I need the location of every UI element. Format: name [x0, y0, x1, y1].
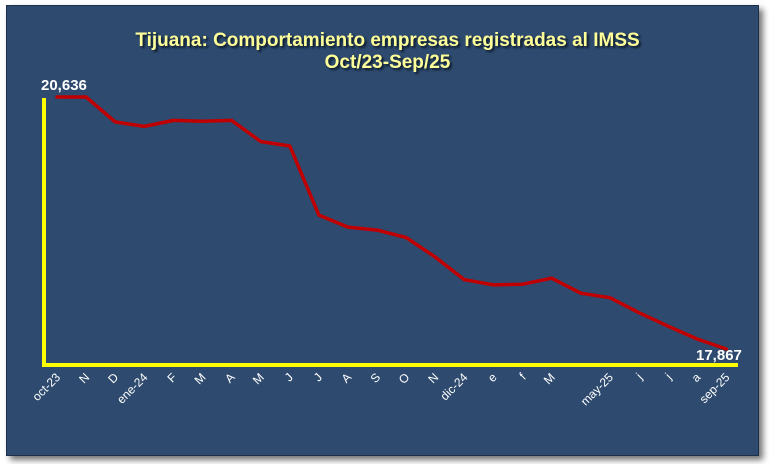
x-tick-label: e — [485, 370, 500, 385]
x-tick-label: sep-25 — [697, 370, 733, 406]
x-tick-label: N — [76, 370, 92, 386]
series-layer — [55, 95, 729, 351]
x-tick-label: M — [541, 370, 558, 387]
x-tick-label: may-25 — [578, 370, 616, 408]
series-line — [55, 95, 729, 351]
x-tick-label: M — [250, 370, 267, 387]
x-tick-label: J — [311, 370, 325, 384]
x-tick-label: A — [339, 370, 355, 386]
chart-title: Tijuana: Comportamiento empresas registr… — [0, 30, 769, 74]
x-tick-label: oct-23 — [30, 370, 64, 404]
x-tick-label: dic-24 — [438, 370, 471, 403]
chart-title-line-1: Tijuana: Comportamiento empresas registr… — [135, 30, 640, 51]
x-tick-label: S — [368, 370, 384, 386]
x-tick-label: A — [222, 370, 238, 386]
x-tick-label: f — [516, 370, 529, 383]
chart-title-line-2: Oct/23-Sep/25 — [324, 52, 451, 73]
x-tick-label: O — [396, 370, 413, 387]
data-label-first: 20,636 — [41, 77, 87, 94]
data-label-last: 17,867 — [696, 347, 742, 364]
x-tick-label: ene-24 — [114, 370, 151, 407]
x-tick-label: j — [662, 370, 674, 382]
data-labels: 20,636 17,867 — [41, 77, 742, 364]
x-tick-label: j — [633, 370, 645, 382]
x-tick-label: F — [164, 370, 179, 385]
x-tick-label: M — [192, 370, 209, 387]
x-tick-label: D — [105, 370, 121, 386]
x-tick-label: J — [282, 370, 296, 384]
chart-axes — [42, 98, 738, 367]
x-tick-label: N — [425, 370, 441, 386]
x-tick-label: a — [689, 370, 704, 385]
